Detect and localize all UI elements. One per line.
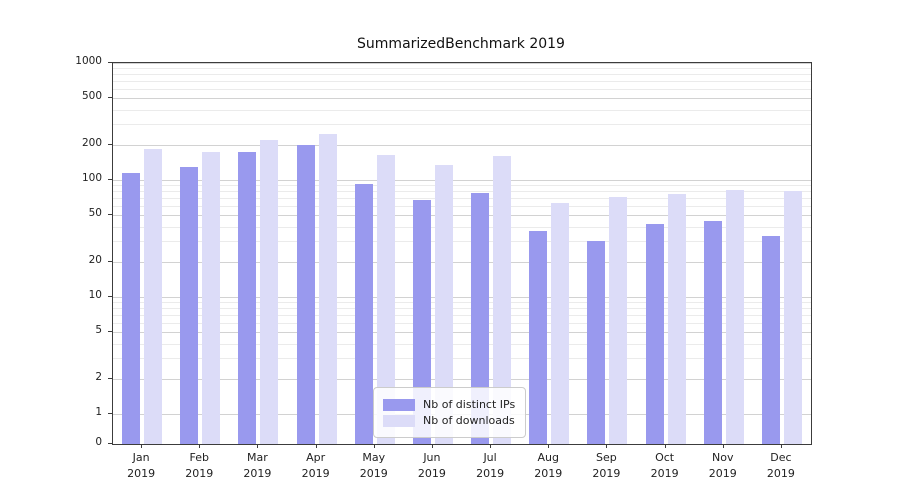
y-tick-label: 1 <box>95 406 102 418</box>
y-tick-label: 1000 <box>75 55 102 67</box>
y-tick-label: 20 <box>88 253 102 266</box>
y-tick-label: 200 <box>81 136 102 149</box>
x-tick-label-nov: Nov 2019 <box>708 451 737 480</box>
y-tick-label: 0 <box>95 436 102 448</box>
x-tick-label-may: May 2019 <box>359 451 388 480</box>
x-tick-label-apr: Apr 2019 <box>301 451 330 480</box>
bar-jul-downloads <box>493 156 512 444</box>
bar-mar-distinct-ips <box>238 151 257 444</box>
y-tick-label: 10 <box>88 289 102 301</box>
legend-swatch-distinct-ips <box>383 398 415 411</box>
x-tick-label-mar: Mar 2019 <box>243 451 272 480</box>
legend-item-distinct-ips: Nb of distinct IPs <box>383 398 515 411</box>
legend: Nb of distinct IPs Nb of downloads <box>373 387 527 438</box>
bar-jun-downloads <box>434 164 453 444</box>
bar-jun-distinct-ips <box>412 199 431 444</box>
y-tick-label: 500 <box>81 90 102 103</box>
x-tick-label-jan: Jan 2019 <box>127 451 156 480</box>
bar-aug-downloads <box>551 203 570 444</box>
bar-jan-distinct-ips <box>122 172 141 444</box>
bar-nov-distinct-ips <box>703 220 722 444</box>
bar-apr-downloads <box>318 134 337 444</box>
bar-dec-downloads <box>783 191 802 444</box>
x-tick-label-jul: Jul 2019 <box>476 451 505 480</box>
x-tick-label-aug: Aug 2019 <box>534 451 563 480</box>
x-tick-label-feb: Feb 2019 <box>185 451 214 480</box>
y-tick-label: 50 <box>88 207 102 220</box>
legend-label-downloads: Nb of downloads <box>423 414 515 427</box>
bar-may-downloads <box>376 154 395 444</box>
bar-feb-downloads <box>202 151 221 444</box>
bar-sep-distinct-ips <box>587 241 606 444</box>
bar-jan-downloads <box>144 148 163 444</box>
y-tick-label: 5 <box>95 324 102 337</box>
y-tick-label: 2 <box>95 370 102 383</box>
bar-jul-distinct-ips <box>471 192 490 444</box>
legend-label-distinct-ips: Nb of distinct IPs <box>423 398 516 411</box>
x-tick-label-sep: Sep 2019 <box>592 451 621 480</box>
bar-dec-distinct-ips <box>761 236 780 444</box>
x-tick-label-jun: Jun 2019 <box>417 451 446 480</box>
bar-may-distinct-ips <box>354 184 373 444</box>
bar-apr-distinct-ips <box>296 144 315 444</box>
bar-oct-downloads <box>667 193 686 444</box>
x-tick-label-dec: Dec 2019 <box>766 451 795 480</box>
chart-title: SummarizedBenchmark 2019 <box>357 36 565 52</box>
bar-sep-downloads <box>609 196 628 444</box>
legend-item-downloads: Nb of downloads <box>383 414 515 427</box>
y-tick-label: 100 <box>81 172 102 184</box>
bar-mar-downloads <box>260 139 279 444</box>
bar-nov-downloads <box>725 190 744 444</box>
bar-aug-distinct-ips <box>529 230 548 444</box>
x-tick-label-oct: Oct 2019 <box>650 451 679 480</box>
bar-feb-distinct-ips <box>180 166 199 444</box>
plot-area: Nb of distinct IPs Nb of downloads <box>112 62 812 445</box>
legend-swatch-downloads <box>383 414 415 427</box>
bar-oct-distinct-ips <box>645 224 664 444</box>
